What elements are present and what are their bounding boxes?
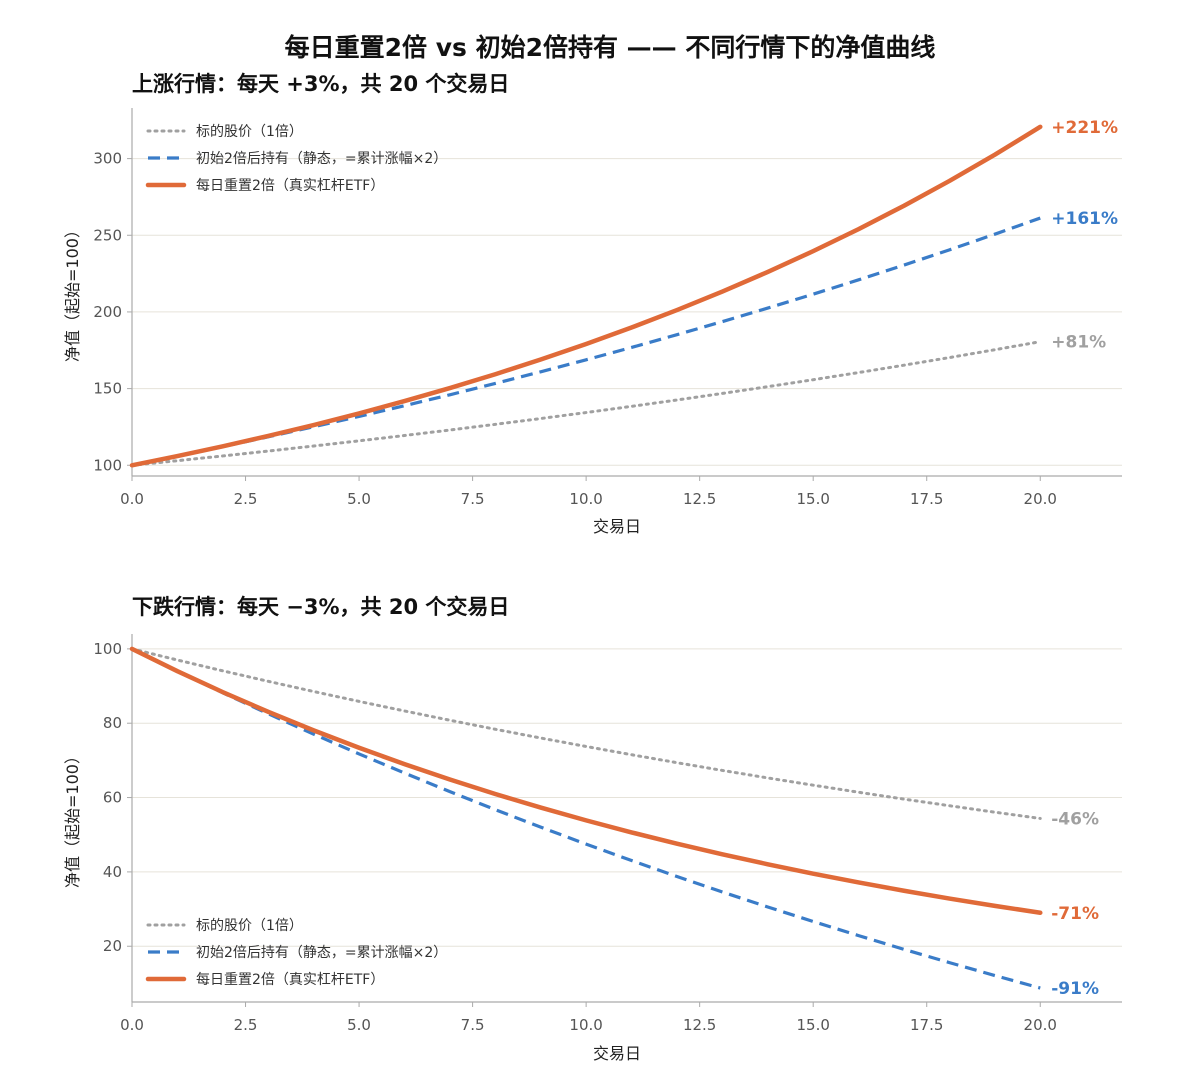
x-tick-label: 0.0 <box>120 490 144 508</box>
series-line-dotted <box>130 647 1042 820</box>
legend-label: 标的股价（1倍） <box>196 124 303 140</box>
series-line-dashed <box>131 647 1041 990</box>
series-end-label: -46% <box>1051 809 1099 829</box>
y-tick-label: 100 <box>93 640 122 658</box>
x-tick-label: 10.0 <box>569 490 602 508</box>
y-tick-label: 200 <box>93 303 122 321</box>
x-tick-label: 15.0 <box>796 490 829 508</box>
x-axis-label: 交易日 <box>593 1044 641 1063</box>
x-tick-label: 17.5 <box>910 490 943 508</box>
y-tick-label: 40 <box>103 863 122 881</box>
x-tick-label: 12.5 <box>683 490 716 508</box>
y-axis-label: 净值（起始=100） <box>63 222 82 362</box>
y-tick-label: 300 <box>93 150 122 168</box>
legend: 标的股价（1倍） 初始2倍后持有（静态，=累计涨幅×2） 每日重置2倍（真实杠杆ET… <box>145 124 447 194</box>
y-tick-label: 150 <box>93 380 122 398</box>
x-tick-label: 5.0 <box>347 1016 371 1034</box>
legend-label: 每日重置2倍（真实杠杆ETF） <box>196 972 384 988</box>
y-tick-label: 20 <box>103 937 122 955</box>
series-line-solid <box>129 646 1043 915</box>
y-tick-label: 100 <box>93 456 122 474</box>
x-tick-label: 17.5 <box>910 1016 943 1034</box>
legend-label: 初始2倍后持有（静态，=累计涨幅×2） <box>196 150 447 167</box>
legend: 标的股价（1倍） 初始2倍后持有（静态，=累计涨幅×2） 每日重置2倍（真实杠杆ET… <box>145 918 447 988</box>
x-tick-label: 20.0 <box>1024 490 1057 508</box>
x-tick-label: 2.5 <box>234 490 258 508</box>
x-tick-label: 7.5 <box>461 490 485 508</box>
y-tick-label: 250 <box>93 226 122 244</box>
x-tick-label: 20.0 <box>1024 1016 1057 1034</box>
y-tick-label: 60 <box>103 789 122 807</box>
series-end-label: -91% <box>1051 979 1099 999</box>
figure-title: 每日重置2倍 vs 初始2倍持有 —— 不同行情下的净值曲线 <box>285 33 936 62</box>
series-line-dotted <box>130 340 1042 467</box>
downtrend-chart: 下跌行情：每天 −3%，共 20 个交易日 20 40 60 80 100 0.0 2.5 5.… <box>63 595 1122 1063</box>
x-tick-label: 2.5 <box>234 1016 258 1034</box>
series-line-solid <box>129 124 1043 468</box>
y-tick-label: 80 <box>103 714 122 732</box>
panel-title: 下跌行情：每天 −3%，共 20 个交易日 <box>132 595 509 619</box>
series-end-label: +81% <box>1051 333 1106 353</box>
y-axis-label: 净值（起始=100） <box>63 748 82 888</box>
x-tick-label: 12.5 <box>683 1016 716 1034</box>
uptrend-chart: 上涨行情：每天 +3%，共 20 个交易日 100 150 200 250 300 0.0 2… <box>63 72 1122 536</box>
x-tick-label: 10.0 <box>569 1016 602 1034</box>
x-tick-label: 7.5 <box>461 1016 485 1034</box>
series-end-label: +161% <box>1051 209 1118 229</box>
legend-label: 标的股价（1倍） <box>196 918 303 934</box>
x-tick-label: 5.0 <box>347 490 371 508</box>
series-end-label: -71% <box>1051 904 1099 924</box>
legend-label: 每日重置2倍（真实杠杆ETF） <box>196 178 384 194</box>
x-axis-label: 交易日 <box>593 517 641 536</box>
legend-label: 初始2倍后持有（静态，=累计涨幅×2） <box>196 944 447 961</box>
x-tick-label: 0.0 <box>120 1016 144 1034</box>
panel-title: 上涨行情：每天 +3%，共 20 个交易日 <box>132 72 509 96</box>
series-end-label: +221% <box>1051 118 1118 138</box>
x-tick-label: 15.0 <box>796 1016 829 1034</box>
